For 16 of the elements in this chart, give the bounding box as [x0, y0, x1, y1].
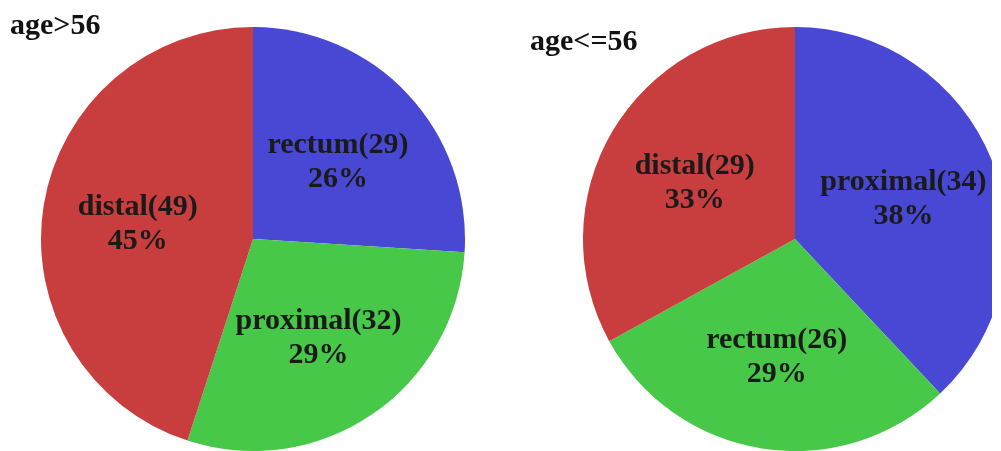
data-label: 45%: [107, 221, 168, 255]
slice-label: rectum(29): [267, 126, 409, 161]
pie-slice: [253, 27, 465, 253]
data-label: 38%: [873, 197, 934, 231]
slice-label: distal(29): [634, 146, 755, 181]
pie-slice: [187, 239, 465, 451]
slice-label: distal(49): [77, 187, 198, 222]
data-label: 29%: [288, 336, 349, 370]
slice-label: proximal(32): [235, 302, 402, 337]
chart-title: age>56: [10, 7, 101, 40]
data-label: 33%: [664, 180, 725, 214]
data-label: 26%: [308, 160, 368, 194]
data-label: 29%: [746, 355, 807, 389]
chart-title: age<=56: [530, 23, 638, 56]
slice-label: proximal(34): [820, 163, 987, 198]
slice-label: rectum(26): [706, 321, 848, 356]
